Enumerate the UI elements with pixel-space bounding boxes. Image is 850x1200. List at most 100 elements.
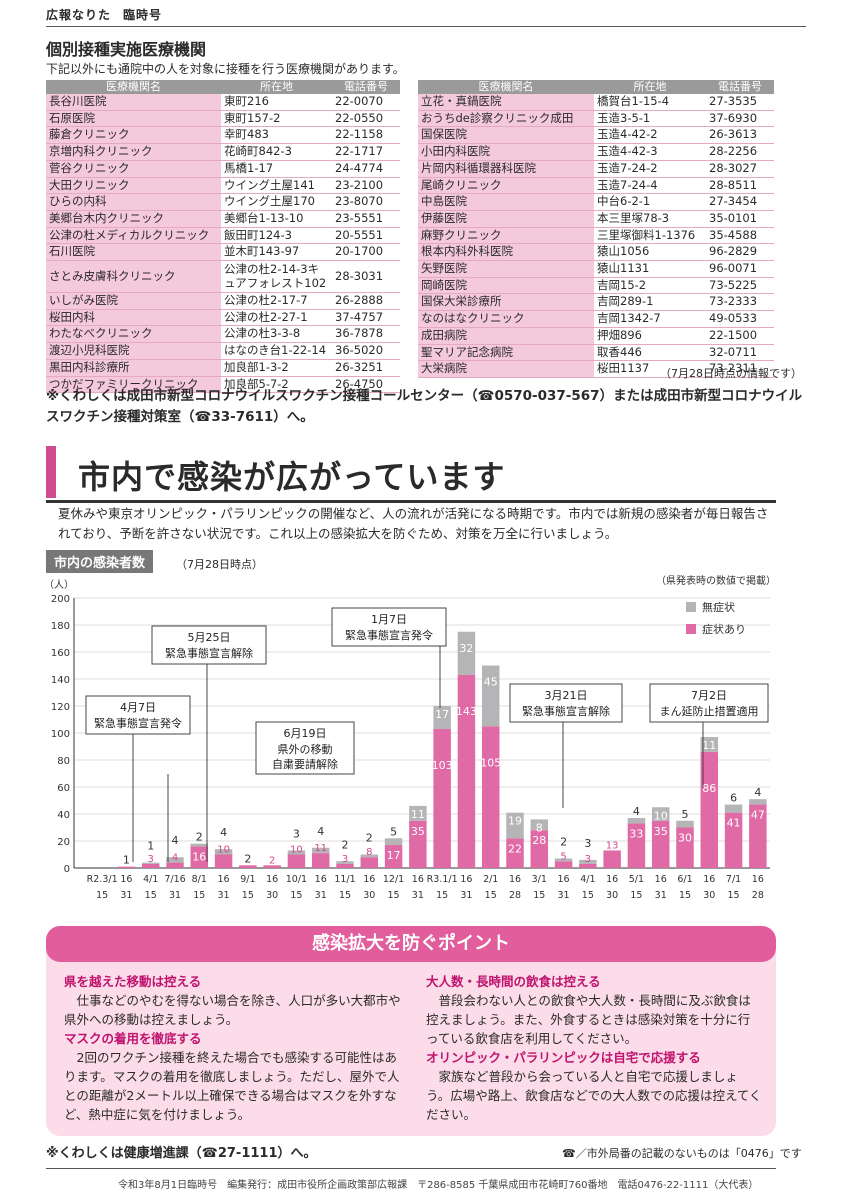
data-label-symptomatic: 8 [366, 847, 372, 858]
data-label-asymptomatic: 6 [730, 792, 737, 805]
clinic-address: 馬橋1-17 [221, 160, 332, 178]
x-tick-label: 16 [460, 874, 472, 885]
clinic-name: おうちde診察クリニック成田 [418, 110, 594, 128]
x-tick-label: 16 [558, 874, 570, 885]
clinic-name: 黒田内科診療所 [46, 359, 221, 377]
clinic-phone: 35-0101 [706, 210, 774, 228]
bar-asymptomatic [530, 819, 549, 831]
clinic-address: 加良部5-7-2 [221, 376, 332, 394]
bar-asymptomatic [141, 862, 160, 864]
clinic-table-left: 医療機関名 所在地 電話番号 長谷川医院 東町216 22-0070 石原医院 東町157-… [46, 80, 400, 394]
clinic-name: 公津の杜メディカルクリニック [46, 227, 221, 245]
bar-asymptomatic [409, 805, 427, 821]
clinic-name: 片岡内科循環器科医院 [418, 160, 594, 178]
point-body: 普段会わない人との飲食や大人数・長時間に及ぶ飲食は控えましょう。また、外食すると… [426, 993, 751, 1046]
x-tick-label: 15 [436, 890, 448, 901]
point-body: 家族など普段から会っている人と自宅で応援しましょう。広場や路上、飲食店などでの大… [426, 1069, 762, 1122]
data-label-symptomatic: 3 [148, 854, 154, 865]
clinic-row: 渡辺小児科医院 はなのき台1-22-14 36-5020 [46, 342, 400, 360]
data-label-asymptomatic: 8 [536, 821, 543, 834]
bar-symptomatic [724, 812, 743, 868]
x-tick-label: 15 [145, 890, 157, 901]
clinic-row: わたなべクリニック 公津の杜3-3-8 36-7878 [46, 325, 400, 344]
x-tick-label: 2/1 [483, 874, 498, 885]
annotation-date: 5月25日 [188, 631, 231, 644]
clinic-name: 桜田内科 [46, 309, 221, 327]
clinic-address: 玉造4-42-3 [594, 143, 706, 161]
bar-asymptomatic [749, 799, 767, 805]
spread-title: 市内で感染が広がっています [78, 458, 506, 496]
clinic-address: 橋賀台1-15-4 [594, 94, 706, 111]
data-label-asymptomatic: 2 [366, 832, 373, 845]
data-label-symptomatic: 17 [387, 849, 401, 862]
x-tick-label: 30 [266, 890, 278, 901]
spread-intro: 夏休みや東京オリンピック・パラリンピックの開催など、人の流れが活発になる時期です… [58, 506, 769, 541]
x-tick-label: 15 [242, 890, 254, 901]
annotation-text: 自粛要請解除 [272, 757, 338, 771]
chart-date: （7月28日時点） [176, 558, 263, 571]
data-label-asymptomatic: 1 [123, 854, 130, 867]
x-tick-label: 31 [120, 890, 132, 901]
data-label-asymptomatic: 4 [754, 786, 761, 799]
bar-symptomatic [239, 865, 257, 868]
clinic-name: 京増内科クリニック [46, 143, 221, 161]
points-column-right: 大人数・長時間の飲食は控える 普段会わない人との飲食や大人数・長時間に及ぶ飲食は… [426, 972, 762, 1124]
clinic-phone: 20-5551 [332, 227, 400, 245]
y-tick-label: 80 [57, 756, 70, 767]
bar-asymptomatic [554, 858, 573, 862]
x-tick-label: 15 [193, 890, 205, 901]
clinic-address: 押畑896 [594, 327, 706, 345]
clinic-row: 岡崎医院 吉岡15-2 73-5225 [418, 277, 774, 295]
clinic-name: 石川医院 [46, 243, 221, 262]
data-label-asymptomatic: 2 [244, 852, 251, 865]
data-label-asymptomatic: 2 [342, 838, 349, 851]
clinic-address: 猿山1131 [594, 260, 706, 278]
clinic-address: ウイング土屋141 [221, 177, 332, 195]
annotation-date: 4月7日 [120, 701, 156, 714]
x-tick-label: 7/16 [164, 874, 185, 885]
x-tick-label: 8/1 [192, 874, 207, 885]
clinic-address: 玉造7-24-2 [594, 160, 706, 178]
y-tick-label: 140 [51, 675, 70, 686]
x-tick-label: 16 [120, 874, 132, 885]
clinic-phone: 37-6930 [706, 110, 774, 128]
clinic-row: 伊藤医院 本三里塚78-3 35-0101 [418, 210, 774, 228]
x-tick-label: 15 [533, 890, 545, 901]
clinic-address: 吉岡289-1 [594, 293, 706, 312]
x-tick-label: 30 [363, 890, 375, 901]
clinic-address: 並木町143-97 [221, 243, 332, 262]
clinic-name: 国保医院 [418, 126, 594, 145]
data-label-asymptomatic: 11 [702, 739, 716, 752]
data-label-symptomatic: 35 [654, 825, 668, 838]
bar-asymptomatic [311, 847, 330, 854]
x-tick-label: 16 [315, 874, 327, 885]
annotation-text: 緊急事態宣言発令 [94, 716, 182, 730]
data-label-asymptomatic: 4 [172, 834, 179, 847]
clinic-row: いしがみ医院 公津の杜2-17-7 26-2888 [46, 292, 400, 310]
clinic-address: 東町157-2 [221, 110, 332, 128]
clinic-phone: 22-0550 [332, 110, 400, 128]
annotation-text: 緊急事態宣言発令 [345, 628, 433, 642]
bar-symptomatic [409, 820, 427, 868]
bar-symptomatic [263, 865, 281, 868]
x-tick-label: 16 [606, 874, 618, 885]
data-label-asymptomatic: 3 [584, 837, 591, 850]
clinic-row: 根本内科外科医院 猿山1056 96-2829 [418, 243, 774, 262]
clinic-address: 三里塚御料1-1376 [594, 227, 706, 245]
edition-label: 臨時号 [123, 8, 163, 22]
x-tick-label: 16 [509, 874, 521, 885]
clinic-name: ひらの内科 [46, 193, 221, 211]
legend-swatch-asymptomatic [686, 602, 696, 612]
x-tick-label: 31 [315, 890, 327, 901]
clinic-phone: 37-4757 [332, 309, 400, 327]
clinic-row: 藤倉クリニック 幸町483 22-1158 [46, 126, 400, 145]
bar-asymptomatic [676, 820, 694, 828]
clinic-name: 立花・真鍋医院 [418, 94, 594, 111]
x-tick-label: 15 [728, 890, 740, 901]
clinic-row: 京増内科クリニック 花崎町842-3 22-1717 [46, 143, 400, 161]
clinic-row: 中島医院 中台6-2-1 27-3454 [418, 193, 774, 211]
x-tick-label: 15 [679, 890, 691, 901]
clinic-name: いしがみ医院 [46, 292, 221, 310]
data-label-symptomatic: 86 [702, 782, 716, 795]
data-label-symptomatic: 103 [432, 759, 453, 772]
